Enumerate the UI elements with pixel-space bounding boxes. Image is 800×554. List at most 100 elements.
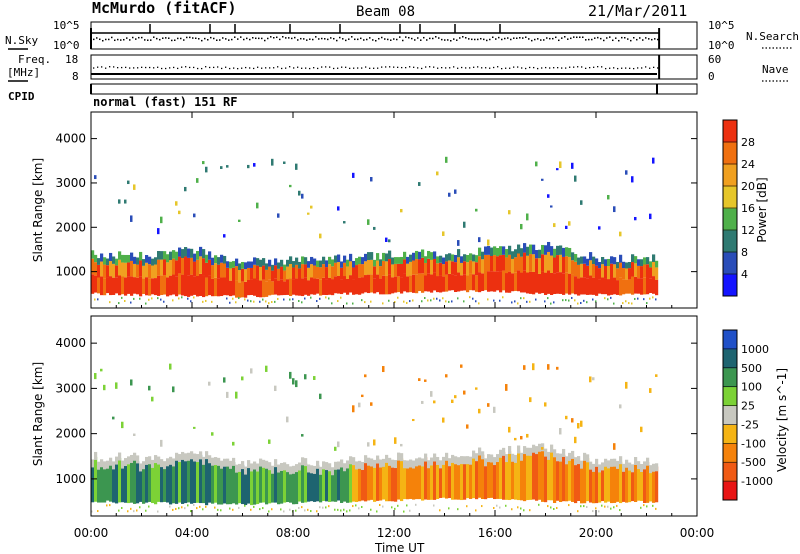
power-cell (325, 260, 329, 268)
power-cell (523, 270, 527, 293)
noise-search-point (423, 36, 425, 39)
power-cell (337, 300, 339, 303)
velocity-cell (259, 458, 263, 467)
power-cell (526, 255, 530, 273)
velocity-cell (268, 462, 272, 471)
noise-search-point (174, 39, 176, 41)
power-cell (481, 273, 485, 292)
power-cell (535, 258, 539, 274)
velocity-cell (583, 458, 587, 504)
velocity-cell (352, 505, 354, 508)
power-cell (121, 262, 125, 277)
power-cell (355, 258, 359, 266)
power-cell (613, 264, 617, 278)
colorbar-swatch (723, 348, 737, 369)
velocity-cell (514, 454, 518, 463)
power-cell (325, 267, 329, 280)
nave-point (477, 66, 479, 68)
power-cell (538, 258, 542, 274)
power-cell (133, 256, 137, 264)
noise-search-point (180, 37, 182, 40)
power-cell (505, 273, 509, 293)
power-cell (373, 278, 377, 294)
velocity-cell (451, 454, 455, 463)
velocity-cell (481, 454, 485, 500)
nave-point (429, 66, 431, 68)
power-cell (190, 257, 194, 275)
colorbar-swatch (723, 443, 737, 463)
power-cell (313, 278, 317, 295)
velocity-cell (424, 457, 428, 500)
nave-point (105, 67, 107, 69)
noise-search-point (222, 37, 224, 39)
colorbar-swatch (723, 405, 737, 425)
velocity-cell (592, 463, 596, 472)
power-cell (205, 277, 209, 297)
velocity-cell (190, 456, 194, 504)
velocity-cell (643, 504, 645, 507)
nave-point (601, 66, 603, 68)
power-cell (109, 261, 113, 277)
y-tick-label: 3000 (55, 176, 86, 190)
power-cell (145, 262, 149, 278)
nave-point (517, 66, 519, 68)
nave-point (293, 67, 295, 69)
velocity-cell (310, 465, 314, 474)
velocity-cell (151, 464, 155, 504)
velocity-cell (601, 504, 603, 507)
velocity-cell (538, 443, 542, 452)
power-cell (649, 278, 653, 293)
velocity-cell (121, 421, 124, 429)
power-cell (454, 254, 458, 263)
power-cell (349, 261, 353, 276)
colorbar-swatch (723, 120, 737, 143)
power-cell (247, 261, 251, 268)
power-cell (592, 264, 596, 278)
nave-point (161, 67, 163, 70)
noise-search-point (606, 37, 608, 39)
velocity-cell (259, 508, 261, 511)
power-cell (226, 267, 230, 280)
velocity-cell (250, 368, 253, 374)
nave-point (489, 67, 491, 69)
velocity-cell (262, 463, 266, 503)
power-cell (577, 257, 581, 265)
power-cell (478, 302, 480, 305)
power-cell (157, 297, 159, 300)
nave-point (493, 66, 495, 69)
noise-search-point (108, 38, 110, 41)
velocity-cell (397, 452, 401, 461)
power-cell (130, 276, 134, 296)
power-cell (124, 199, 127, 204)
power-cell (625, 279, 629, 294)
power-cell (154, 278, 158, 296)
noise-search-label: N.Search (746, 30, 799, 43)
power-cell (433, 272, 437, 291)
velocity-cell (301, 434, 304, 437)
power-cell (604, 259, 608, 266)
nave-point (185, 66, 187, 68)
velocity-cell (214, 506, 216, 509)
velocity-cell (148, 460, 152, 502)
power-cell (484, 254, 488, 271)
power-cell (112, 277, 116, 295)
noise-search-point (225, 38, 227, 40)
velocity-cell (520, 457, 524, 501)
power-cell (583, 263, 587, 278)
power-cell (211, 300, 213, 303)
power-cell (547, 241, 551, 252)
power-cell (202, 258, 206, 276)
nave-point (541, 67, 543, 69)
power-cell (625, 262, 629, 269)
velocity-cell (97, 461, 101, 470)
power-cell (256, 258, 260, 266)
velocity-cell (241, 461, 245, 470)
nave-point (345, 66, 347, 68)
power-cell (529, 300, 531, 303)
velocity-cell (412, 463, 416, 500)
velocity-cell (115, 459, 119, 504)
power-cell (553, 223, 556, 228)
power-cell (595, 265, 599, 280)
power-cell (574, 254, 578, 262)
power-cell (400, 277, 404, 294)
